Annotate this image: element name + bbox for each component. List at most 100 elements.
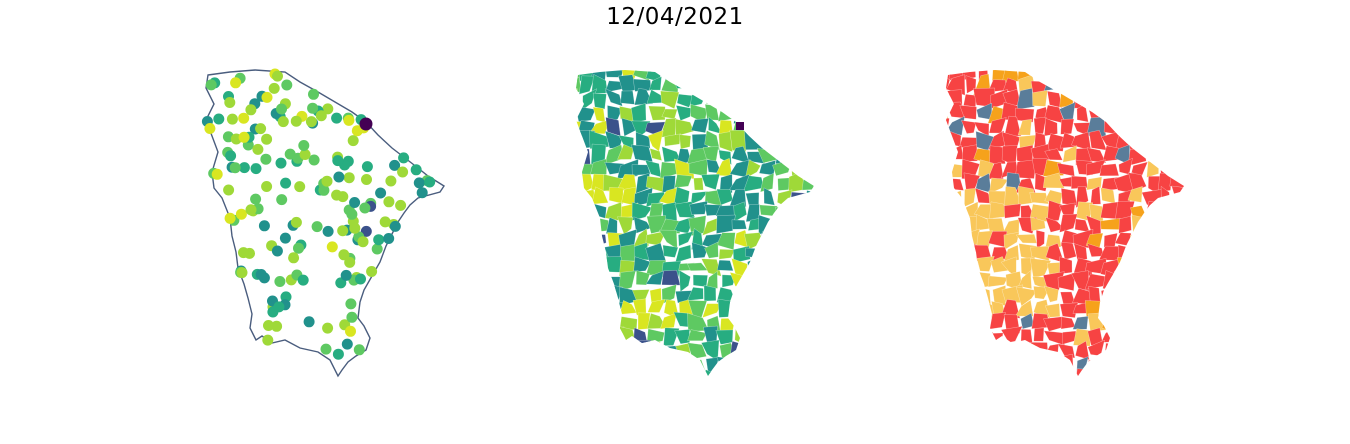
municipality-region xyxy=(576,342,581,360)
municipality-region xyxy=(644,368,667,376)
municipality-region xyxy=(1158,298,1176,320)
municipality-region xyxy=(1001,102,1019,121)
municipality-region xyxy=(989,201,1007,219)
choropleth-categorical-panel xyxy=(920,60,1210,390)
municipality-region xyxy=(604,70,626,78)
municipality-region xyxy=(1115,331,1134,348)
municipality-region xyxy=(1147,145,1158,162)
municipality-region xyxy=(637,355,651,374)
municipality-region xyxy=(576,271,584,292)
municipality-region xyxy=(1033,70,1051,77)
municipality-region xyxy=(948,314,965,331)
municipality-region xyxy=(576,370,581,376)
municipality-region xyxy=(1101,74,1120,97)
municipality-point xyxy=(331,112,343,124)
municipality-region xyxy=(704,241,719,259)
municipality-region xyxy=(816,246,834,264)
municipality-region xyxy=(989,356,1005,374)
municipality-region xyxy=(1046,370,1064,376)
municipality-region xyxy=(1169,341,1184,362)
municipality-region xyxy=(799,354,814,375)
municipality-region xyxy=(813,187,814,203)
municipality-region xyxy=(946,228,953,249)
municipality-region xyxy=(729,284,750,302)
municipality-region xyxy=(675,105,692,121)
municipality-region xyxy=(692,359,707,376)
municipality-region xyxy=(805,190,814,207)
municipality-region xyxy=(757,327,778,348)
municipality-region xyxy=(576,120,582,138)
municipality-region xyxy=(576,172,578,190)
municipality-region xyxy=(1173,70,1184,82)
municipality-region xyxy=(579,327,595,345)
municipality-region xyxy=(1036,229,1045,250)
municipality-region xyxy=(1104,301,1122,320)
municipality-region xyxy=(948,145,964,160)
municipality-region xyxy=(576,242,582,261)
municipality-region xyxy=(706,80,720,90)
municipality-region xyxy=(1129,245,1148,264)
municipality-region xyxy=(1187,160,1200,179)
municipality-region xyxy=(1127,90,1147,108)
municipality-region xyxy=(815,358,835,374)
municipality-region xyxy=(633,327,648,347)
municipality-region xyxy=(581,302,597,317)
municipality-point xyxy=(262,334,274,346)
municipality-point xyxy=(320,343,332,355)
municipality-point xyxy=(226,113,238,125)
municipality-region xyxy=(576,285,596,306)
municipality-region xyxy=(1030,370,1051,376)
municipality-region xyxy=(702,369,722,376)
municipality-region xyxy=(974,343,991,357)
municipality-region xyxy=(1184,63,1205,81)
municipality-region xyxy=(620,341,637,359)
municipality-region xyxy=(576,148,591,166)
municipality-region xyxy=(818,273,832,287)
municipality-region xyxy=(717,298,737,318)
municipality-region xyxy=(946,303,949,319)
municipality-region xyxy=(649,148,662,161)
municipality-region xyxy=(946,131,950,151)
municipality-point xyxy=(255,269,267,280)
municipality-region xyxy=(759,105,777,122)
municipality-region xyxy=(773,286,789,304)
municipality-region xyxy=(1056,353,1074,373)
municipality-region xyxy=(1100,356,1120,374)
municipality-region xyxy=(1029,192,1049,205)
municipality-region xyxy=(1155,108,1172,124)
municipality-point xyxy=(230,77,242,89)
municipality-region xyxy=(706,271,718,289)
municipality-point xyxy=(398,152,410,164)
municipality-point xyxy=(311,221,323,233)
municipality-region xyxy=(1183,202,1184,221)
municipality-region xyxy=(1001,370,1020,376)
municipality-region xyxy=(1154,213,1175,234)
municipality-region xyxy=(1157,172,1173,192)
municipality-region xyxy=(1155,136,1173,150)
municipality-region xyxy=(963,94,977,107)
municipality-region xyxy=(801,175,814,191)
municipality-region xyxy=(1155,147,1176,165)
municipality-region xyxy=(689,200,708,215)
municipality-point xyxy=(361,174,372,185)
municipality-region xyxy=(774,70,790,81)
municipality-point xyxy=(288,252,300,264)
municipality-region xyxy=(648,105,666,121)
municipality-region xyxy=(701,258,722,277)
municipality-region xyxy=(576,102,577,121)
municipality-region xyxy=(946,177,948,191)
municipality-point xyxy=(343,172,355,184)
municipality-region xyxy=(816,94,834,108)
municipality-region xyxy=(1057,272,1076,291)
municipality-region xyxy=(1156,313,1177,334)
municipality-region xyxy=(946,326,948,346)
municipality-region xyxy=(988,342,1008,355)
municipality-region xyxy=(690,191,709,205)
municipality-region xyxy=(787,269,806,287)
municipality-region xyxy=(716,214,736,234)
municipality-region xyxy=(801,231,814,248)
municipality-region xyxy=(1145,257,1162,272)
municipality-region xyxy=(1043,316,1064,332)
municipality-region xyxy=(589,119,611,135)
municipality-region xyxy=(576,105,596,122)
